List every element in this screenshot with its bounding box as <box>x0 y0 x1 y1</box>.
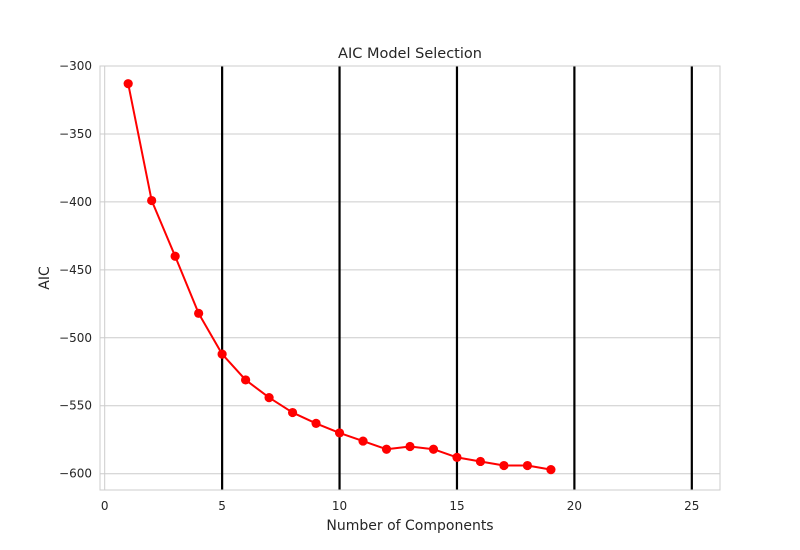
data-point <box>123 79 133 89</box>
y-axis-label: AIC <box>37 266 53 290</box>
data-point <box>452 452 462 462</box>
data-point <box>264 392 274 403</box>
data-point <box>217 349 227 359</box>
data-point <box>194 308 204 318</box>
x-tick-label: 10 <box>332 499 347 513</box>
y-tick-label: −600 <box>59 467 92 481</box>
y-tick-label: −350 <box>59 127 92 141</box>
y-tick-label: −400 <box>59 195 92 209</box>
vertical-lines-layer <box>221 66 693 490</box>
x-tick-label: 0 <box>101 499 109 513</box>
x-tick-label: 25 <box>684 499 699 513</box>
y-tick-label: −550 <box>59 399 92 413</box>
plot-frame <box>99 65 721 491</box>
data-point <box>475 456 486 467</box>
data-point <box>311 418 321 429</box>
data-point <box>170 251 180 261</box>
data-point <box>334 428 345 438</box>
data-point <box>499 460 509 471</box>
y-tick-label: −450 <box>59 263 92 277</box>
series-layer <box>123 79 556 475</box>
data-point <box>358 436 368 446</box>
x-tick-label: 20 <box>567 499 582 513</box>
data-point <box>147 195 157 206</box>
y-tick-labels: −300 −350 −400 −450 −500 −550 −600 <box>59 59 92 481</box>
x-tick-label: 5 <box>218 499 226 513</box>
y-tick-label: −300 <box>59 59 92 73</box>
data-point <box>546 465 556 475</box>
data-point <box>405 441 415 452</box>
x-tick-label: 15 <box>449 499 464 513</box>
y-tick-label: −500 <box>59 331 92 345</box>
plot-area <box>99 65 721 491</box>
x-tick-labels: 0 5 10 15 20 25 <box>101 499 700 513</box>
data-point <box>522 460 533 471</box>
chart-title: AIC Model Selection <box>338 46 482 62</box>
x-axis-label: Number of Components <box>326 518 493 534</box>
data-point <box>241 375 251 385</box>
data-point <box>287 407 298 418</box>
data-point <box>381 444 392 454</box>
plot-background <box>100 66 720 490</box>
data-point <box>428 444 439 454</box>
